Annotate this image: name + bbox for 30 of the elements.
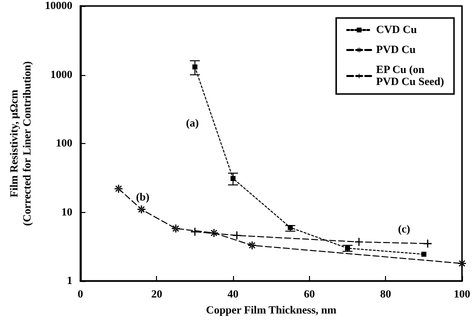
annotation: (b) (136, 192, 150, 204)
x-tick-label: 100 (454, 288, 471, 300)
point (172, 224, 180, 233)
x-tick-label: 0 (78, 288, 84, 300)
point (230, 176, 236, 181)
point (210, 228, 218, 237)
point (248, 241, 256, 250)
point (424, 240, 432, 248)
legend-label: CVD Cu (376, 24, 417, 36)
legend-label: PVD Cu (376, 44, 416, 56)
y-tick-label: 1 (66, 275, 72, 287)
x-tick-label: 60 (304, 288, 316, 300)
point (192, 64, 198, 70)
legend-label: EP Cu (on PVD Cu Seed) (376, 64, 444, 88)
x-axis-title: Copper Film Thickness, nm (206, 304, 336, 316)
point (458, 259, 466, 268)
annotation: (a) (186, 118, 200, 130)
y-tick-label: 1000 (50, 68, 73, 81)
y-axis-title: Film Resistivity, μΩcm (Corrected for Liner Contribution) (8, 60, 34, 226)
point (114, 184, 123, 193)
y-tick-label: 100 (56, 138, 73, 150)
x-tick-label: 20 (151, 288, 163, 300)
point (421, 252, 426, 257)
point (137, 205, 146, 214)
y-tick-label: 10 (61, 206, 73, 218)
point (190, 228, 199, 236)
annotation: (c) (398, 224, 411, 236)
x-tick-label: 80 (380, 288, 392, 300)
y-tick-label: 10000 (44, 0, 73, 12)
x-tick-label: 40 (228, 288, 240, 300)
